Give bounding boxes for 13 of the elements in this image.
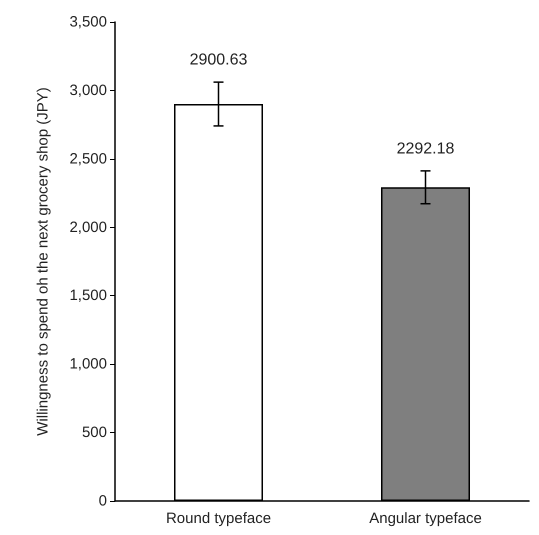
x-tick-label: Angular typeface bbox=[369, 510, 482, 527]
y-tick-label: 500 bbox=[82, 424, 107, 442]
y-axis-title: Willingness to spend oh the next grocery shop (JPY) bbox=[34, 87, 52, 436]
y-tick-label: 1,000 bbox=[69, 356, 107, 373]
y-tick-label: 3,500 bbox=[69, 14, 107, 30]
x-tick-label: Round typeface bbox=[166, 510, 272, 527]
data-label: 2900.63 bbox=[190, 52, 248, 69]
y-tick-label: 2,500 bbox=[69, 150, 107, 168]
y-tick-label: 3,000 bbox=[69, 82, 107, 99]
y-tick-label: 1,500 bbox=[69, 287, 107, 304]
y-tick-label: 2,000 bbox=[69, 218, 107, 236]
data-label: 2292.18 bbox=[396, 140, 455, 158]
y-tick-label: 0 bbox=[98, 492, 107, 510]
